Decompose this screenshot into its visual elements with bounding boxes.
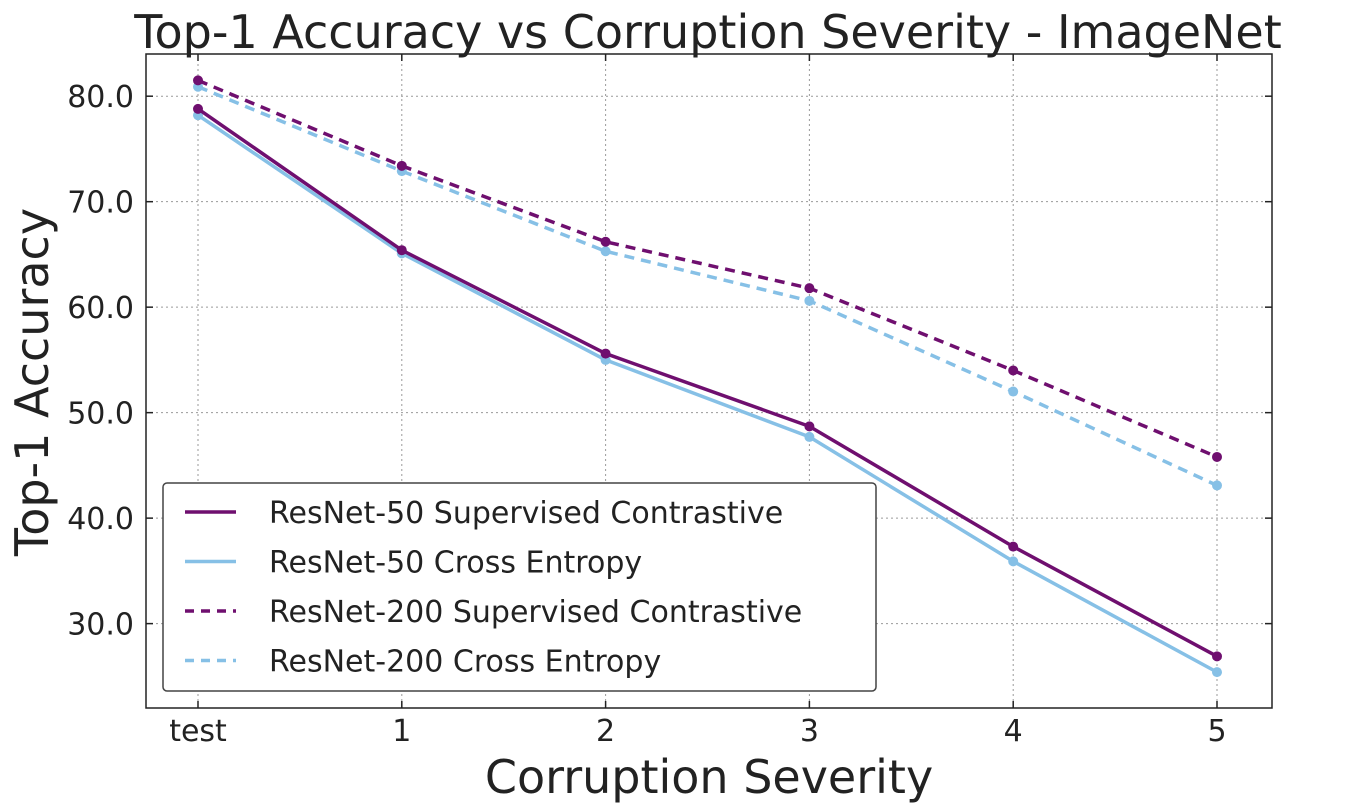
series-line xyxy=(197,85,1218,488)
x-axis-label: Corruption Severity xyxy=(485,750,933,804)
y-axis: 30.0 40.0 50.0 60.0 70.0 80.0 xyxy=(67,80,1272,643)
legend-item: ResNet-200 Cross Entropy xyxy=(185,645,661,680)
legend: ResNet-50 Supervised Contrastive ResNet-5… xyxy=(162,482,877,692)
data-point xyxy=(600,236,611,247)
data-point xyxy=(1212,667,1222,678)
legend-item: ResNet-50 Cross Entropy xyxy=(185,546,642,581)
legend-box xyxy=(162,482,877,692)
data-point xyxy=(193,75,203,86)
data-point xyxy=(1008,365,1019,376)
data-point xyxy=(804,421,815,432)
y-tick-label: 60.0 xyxy=(67,291,134,326)
plot-frame xyxy=(145,53,1273,709)
series-3 xyxy=(193,75,1222,462)
data-point xyxy=(1008,541,1019,552)
x-tick-label: 2 xyxy=(596,714,615,749)
legend-label: ResNet-200 Supervised Contrastive xyxy=(269,595,802,630)
series-1 xyxy=(193,103,1222,662)
x-tick-label: 3 xyxy=(800,714,819,749)
x-axis: test 1 2 3 4 5 xyxy=(169,54,1227,749)
series xyxy=(193,75,1222,678)
series-line xyxy=(197,113,1218,674)
data-point xyxy=(600,348,611,359)
data-point xyxy=(600,246,611,257)
data-point xyxy=(193,103,203,114)
data-point xyxy=(804,295,815,306)
y-tick-label: 40.0 xyxy=(67,502,134,537)
y-tick-label: 80.0 xyxy=(67,80,134,115)
legend-label: ResNet-200 Cross Entropy xyxy=(269,645,661,680)
series-line xyxy=(197,107,1218,658)
y-tick-label: 30.0 xyxy=(67,608,134,643)
data-point xyxy=(1008,556,1019,567)
x-tick-label: test xyxy=(169,714,227,749)
legend-item: ResNet-200 Supervised Contrastive xyxy=(185,595,802,630)
data-point xyxy=(804,283,815,294)
chart-title: Top-1 Accuracy vs Corruption Severity - … xyxy=(133,5,1282,59)
x-tick-label: 4 xyxy=(1004,714,1023,749)
legend-item: ResNet-50 Supervised Contrastive xyxy=(185,496,783,531)
data-point xyxy=(1008,386,1019,397)
y-tick-label: 50.0 xyxy=(67,397,134,432)
legend-label: ResNet-50 Supervised Contrastive xyxy=(269,496,783,531)
data-point xyxy=(396,160,407,171)
y-tick-label: 70.0 xyxy=(67,186,134,221)
y-axis-label: Top-1 Accuracy xyxy=(5,208,59,557)
legend-label: ResNet-50 Cross Entropy xyxy=(269,546,642,581)
x-tick-label: 5 xyxy=(1207,714,1226,749)
data-point xyxy=(1212,451,1222,462)
data-point xyxy=(1212,651,1222,662)
series-line xyxy=(197,78,1218,459)
data-point xyxy=(804,431,815,442)
data-point xyxy=(1212,480,1222,491)
data-point xyxy=(396,245,407,256)
x-tick-label: 1 xyxy=(392,714,411,749)
